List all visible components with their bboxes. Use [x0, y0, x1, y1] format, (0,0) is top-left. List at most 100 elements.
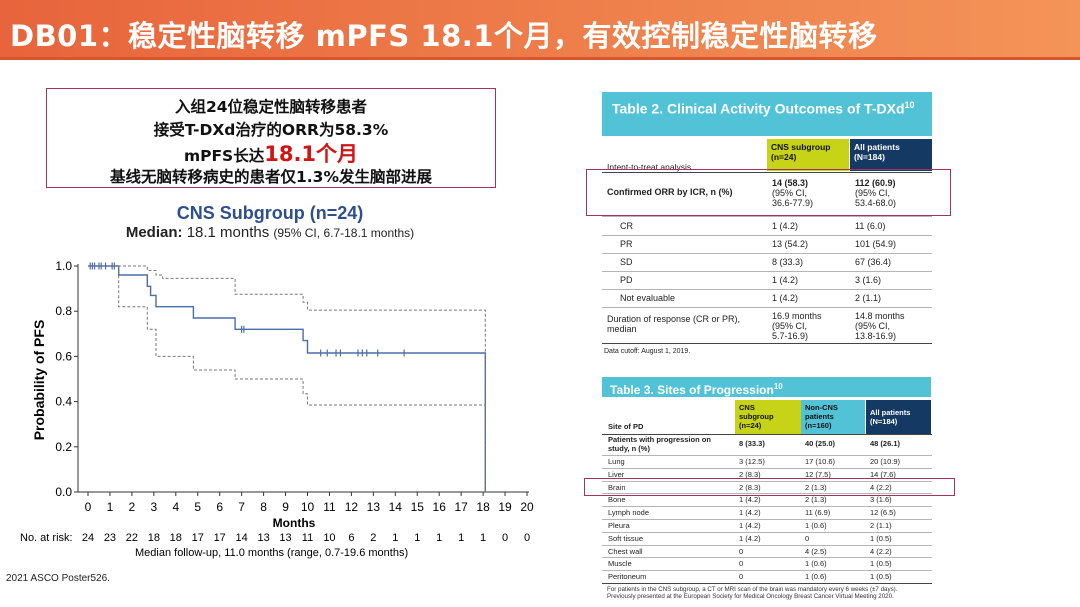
- km-risk-table: 24 23 22 18 18 17 17 14 13 13 11 10 6 2 1 1 1 1 1 0 0: [82, 532, 530, 544]
- table2-cell-cns: 1 (4.2): [772, 293, 799, 303]
- table3-row-rule: [602, 480, 932, 482]
- table3-title-ref: 10: [773, 382, 783, 391]
- table3-row-rule: [602, 455, 932, 456]
- risk-count: 1: [436, 532, 442, 544]
- callout-line-4: 基线无脑转移病史的患者仅1.3%发生脑部进展: [110, 168, 432, 186]
- table2-row-label: Confirmed ORR by ICR, n (%): [607, 187, 733, 197]
- risk-count: 24: [82, 532, 94, 544]
- table2-cell-cns: 13 (54.2): [772, 239, 809, 249]
- km-series-lower_ci: [88, 265, 486, 492]
- table3-col-cns: CNS subgroup (n=24): [735, 400, 801, 434]
- risk-count: 10: [323, 532, 335, 544]
- slide-title-bar: DB01：稳定性脑转移 mPFS 18.1个月，有效控制稳定性脑转移: [0, 0, 1080, 60]
- table3-cell-noncns: 2 (1.3): [805, 482, 827, 492]
- callout-line-2: 接受T-DXd治疗的ORR为58.3%: [153, 121, 389, 139]
- table3-col-cns-line3: (n=24): [739, 421, 762, 430]
- km-series-estimate: [88, 265, 486, 492]
- table3-row-rule: [602, 544, 932, 546]
- table2-cell-all: 53.4-68.0): [855, 198, 897, 208]
- risk-count: 6: [348, 532, 354, 544]
- table2-cell-cns: 16.9 months: [772, 311, 822, 321]
- table3-col-noncns-line2: patients: [805, 412, 834, 421]
- x-tick-label: 17: [454, 500, 468, 514]
- km-x-axis-label: Months: [273, 516, 316, 530]
- table3-cell-all: 3 (1.6): [870, 495, 892, 505]
- risk-count: 1: [392, 532, 398, 544]
- table3-bottom-rule: [602, 583, 932, 585]
- x-tick-label: 2: [129, 500, 136, 514]
- table2-cell-cns: (95% CI,: [772, 321, 808, 331]
- table3-cell-all: 1 (0.5): [870, 533, 892, 543]
- table2-cell-all: 101 (54.9): [855, 239, 897, 249]
- callout-line-1: 入组24位稳定性脑转移患者: [174, 98, 368, 116]
- table2-cell-all: (95% CI,: [855, 321, 891, 331]
- km-chart: 0 1 2 3 4 5 6 7 8 9 10 11 12 13 14 15 16 17 18 19 200.00.20.…: [20, 259, 534, 559]
- table3-row-label: Soft tissue: [608, 533, 644, 543]
- table2-cell-all: 11 (6.0): [855, 221, 886, 231]
- table2-cell-all: 2 (1.1): [855, 293, 882, 303]
- table2-cell-cns: 1 (4.2): [772, 221, 799, 231]
- table2-col-all-line1: All patients: [854, 142, 900, 152]
- x-tick-label: 15: [411, 500, 425, 514]
- table2-row-rule: [602, 271, 932, 272]
- table2-title-text: Table 2. Clinical Activity Outcomes of T…: [612, 100, 905, 117]
- table3-row-label: Brain: [608, 482, 626, 492]
- table3-cell-noncns: 17 (10.6): [805, 457, 836, 466]
- table3-row-label: Liver: [608, 469, 625, 479]
- x-tick-label: 8: [260, 500, 267, 514]
- x-tick-label: 20: [520, 500, 534, 514]
- x-tick-label: 1: [107, 500, 114, 514]
- table3-cell-noncns: 1 (0.6): [805, 572, 827, 582]
- x-tick-label: 16: [433, 500, 447, 514]
- table2-row-label: PD: [620, 275, 633, 285]
- km-chart-title: CNS Subgroup (n=24): [176, 203, 364, 223]
- table2-row-label: Not evaluable: [620, 293, 676, 303]
- table3-row-rule: [602, 570, 932, 572]
- risk-count: 13: [257, 532, 269, 544]
- table3-cell-cns: 1 (4.2): [739, 521, 761, 530]
- table2-cell-cns: 36.6-77.9): [772, 198, 814, 208]
- risk-count: 17: [192, 532, 204, 544]
- table2-row-label: SD: [620, 257, 633, 267]
- risk-count: 1: [458, 532, 464, 544]
- table3-cell-all: 2 (1.1): [870, 521, 892, 530]
- risk-count: 22: [126, 532, 138, 544]
- km-median-label: Median:: [125, 224, 183, 241]
- callout-mpfs-prefix: mPFS长达: [183, 147, 265, 165]
- table2-row-rule: [602, 289, 932, 290]
- x-tick-label: 11: [323, 500, 336, 514]
- table3-cell-noncns: 11 (6.9): [805, 508, 831, 518]
- table2-cell-cns: 14 (58.3): [772, 178, 809, 188]
- table2-cell-all: 14.8 months: [855, 311, 905, 321]
- km-median-ci: (95% CI, 6.7-18.1 months): [273, 226, 415, 240]
- table2-col-label: Intent-to-treat analysis: [607, 162, 692, 172]
- table2-row-rule: [602, 235, 932, 236]
- table2-header-rule: [602, 172, 932, 174]
- risk-count: 2: [370, 532, 376, 544]
- table3-footnote-1: For patients in the CNS subgroup, a CT o…: [607, 586, 898, 593]
- y-tick-label: 0.4: [55, 395, 72, 409]
- table3-col-noncns-line3: (n=160): [805, 421, 832, 430]
- risk-count: 23: [104, 532, 116, 544]
- y-tick-label: 0.0: [55, 485, 72, 499]
- risk-count: 18: [170, 532, 182, 544]
- table2-col-all-line2: (N=184): [854, 152, 885, 162]
- table3-cell-cns: 3 (12.5): [739, 457, 765, 466]
- table3-cell-all: 4 (2.2): [870, 482, 892, 492]
- table2-row-rule: [602, 253, 932, 254]
- km-y-axis-label: Probability of PFS: [31, 320, 47, 441]
- risk-count: 0: [524, 532, 530, 544]
- table3-title: Table 3. Sites of Progression10: [602, 377, 931, 397]
- table2-cell-all: (95% CI,: [855, 188, 891, 198]
- y-tick-label: 0.8: [55, 304, 72, 318]
- summary-callout: 入组24位稳定性脑转移患者 接受T-DXd治疗的ORR为58.3% mPFS长达…: [46, 88, 496, 188]
- x-tick-label: 4: [172, 500, 179, 514]
- table3-col-all-line2: (N=184): [870, 417, 898, 426]
- table2-row-rule: [602, 307, 932, 308]
- table2-cell-cns: 1 (4.2): [772, 275, 799, 285]
- risk-count: 1: [414, 532, 420, 544]
- table3-cell-all: 1 (0.5): [870, 572, 892, 582]
- table2-cell-cns: 8 (33.3): [772, 257, 804, 267]
- table3-cell-cns: 1 (4.2): [739, 508, 761, 518]
- table2-row-label: Duration of response (CR or PR), median: [607, 314, 741, 334]
